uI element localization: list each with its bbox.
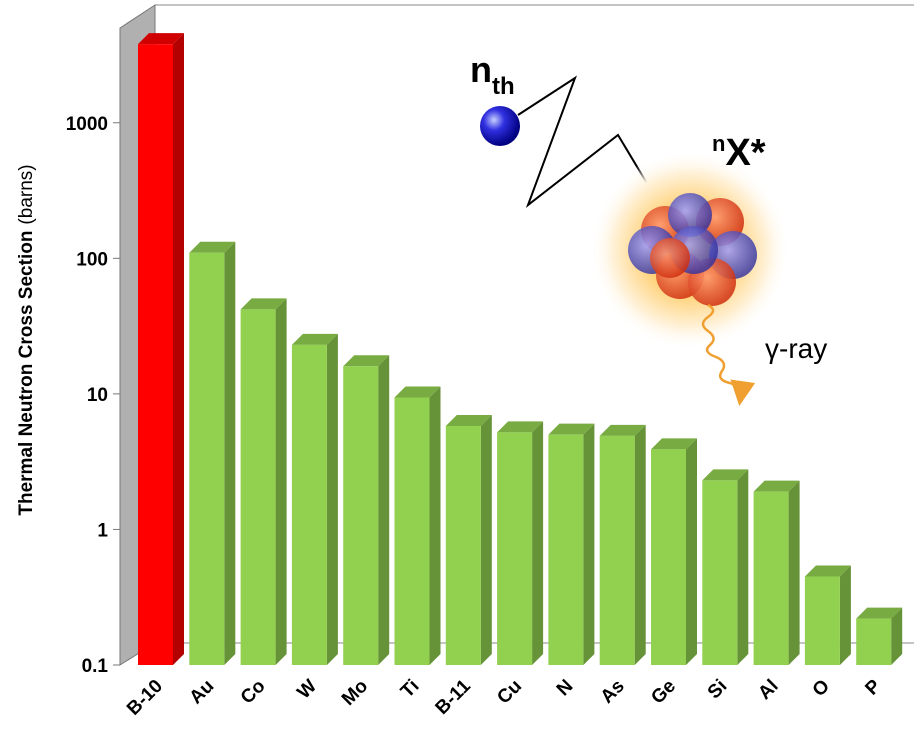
bar: [446, 426, 481, 665]
x-tick-label: N: [553, 676, 578, 701]
bar: [651, 449, 686, 665]
bar: [138, 44, 173, 665]
neutron-label: nth: [470, 49, 515, 100]
bar: [754, 492, 789, 665]
bar-side: [532, 421, 543, 665]
nucleus-base: X*: [725, 132, 765, 174]
illustration: nth nX* γ-ray: [470, 49, 827, 401]
bar-side: [327, 334, 338, 665]
bar-side: [378, 355, 389, 665]
x-tick-label: Ti: [397, 676, 424, 703]
bar-side: [840, 565, 851, 665]
bar-side: [276, 298, 287, 665]
x-tick-label: W: [293, 676, 321, 704]
bar: [805, 576, 840, 665]
neutron-base: n: [470, 49, 492, 90]
bar-side: [481, 415, 492, 665]
neutron: [480, 106, 520, 146]
bar: [600, 436, 635, 665]
bar-side: [789, 481, 800, 665]
x-tick-label: As: [597, 676, 629, 708]
y-tick-label: 100: [76, 249, 108, 270]
x-tick-label: Si: [704, 676, 732, 704]
x-tick-label: Al: [754, 676, 782, 704]
y-axis-title: Thermal Neutron Cross Section (barns): [16, 164, 37, 515]
bar-side: [224, 242, 235, 665]
chart: Thermal Neutron Cross Section(barns) nth…: [0, 0, 914, 741]
bar-side: [430, 387, 441, 665]
bar: [343, 366, 378, 665]
bar: [292, 345, 327, 665]
bar: [497, 432, 532, 665]
bar: [189, 253, 224, 665]
x-tick-label: O: [809, 676, 834, 701]
x-tick-label: B-10: [123, 676, 167, 720]
bar-side: [737, 469, 748, 665]
bar: [395, 398, 430, 665]
y-unit: (barns): [16, 164, 37, 224]
bar: [856, 619, 891, 665]
x-tick-label: Ge: [647, 676, 680, 709]
y-tick-label: 10: [87, 385, 108, 406]
y-label: Thermal Neutron Cross Section: [16, 231, 37, 516]
bar-side: [173, 33, 184, 665]
nucleus-sup: n: [712, 131, 725, 156]
bar: [702, 480, 737, 665]
page: Thermal Neutron Cross Section(barns) nth…: [0, 0, 914, 741]
bar: [548, 435, 583, 665]
x-tick-label: Au: [186, 676, 219, 709]
bar: [241, 309, 276, 665]
x-tick-label: P: [861, 675, 885, 699]
y-tick-label: 0.1: [82, 656, 109, 677]
neutron-sub: th: [492, 73, 515, 100]
bar-side: [686, 438, 697, 665]
bar-side: [635, 425, 646, 665]
bar-side: [583, 424, 594, 665]
y-tick-label: 1: [97, 520, 108, 541]
gamma-label: γ-ray: [765, 333, 827, 364]
x-tick-label: Mo: [338, 676, 372, 710]
x-tick-label: Co: [237, 676, 270, 709]
y-tick-label: 1000: [66, 114, 108, 135]
x-tick-label: B-11: [432, 675, 476, 719]
x-tick-label: Cu: [493, 676, 526, 709]
